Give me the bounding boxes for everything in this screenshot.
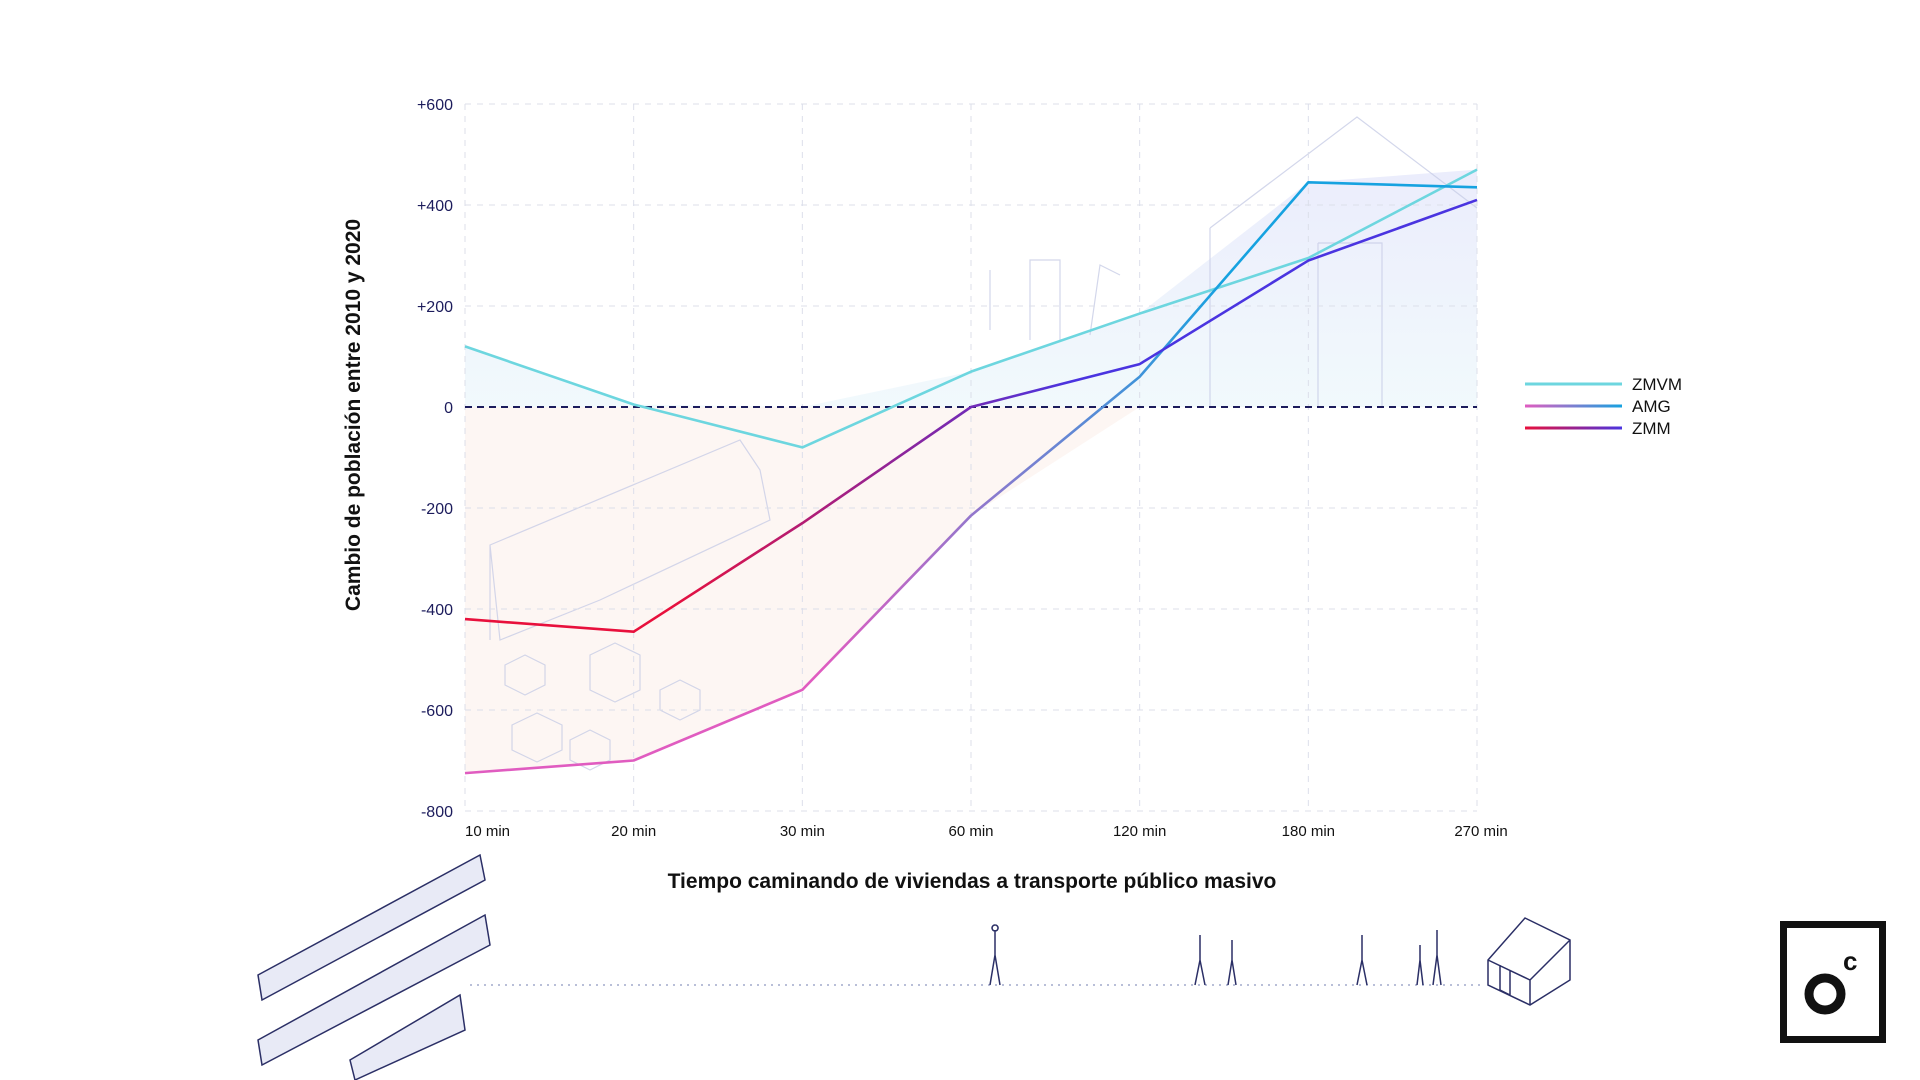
positive-area-fill bbox=[465, 169, 1477, 407]
y-tick-label: 0 bbox=[444, 400, 453, 417]
y-tick-label: +400 bbox=[417, 198, 453, 215]
legend-label-amg: AMG bbox=[1632, 397, 1671, 416]
transit-vehicles-icon bbox=[257, 853, 491, 1080]
y-tick-label: +200 bbox=[417, 299, 453, 316]
brand-logo: c bbox=[1780, 921, 1886, 1043]
x-tick-label: 60 min bbox=[948, 823, 993, 840]
x-tick-label: 20 min bbox=[611, 823, 656, 840]
x-tick-label: 180 min bbox=[1282, 823, 1335, 840]
y-tick-label: -400 bbox=[421, 602, 453, 619]
x-tick-label: 270 min bbox=[1454, 823, 1507, 840]
svg-text:c: c bbox=[1843, 946, 1857, 976]
y-axis-title: Cambio de población entre 2010 y 2020 bbox=[342, 219, 365, 611]
x-tick-label: 30 min bbox=[780, 823, 825, 840]
x-tick-label: 10 min bbox=[465, 823, 510, 840]
y-tick-label: -200 bbox=[421, 501, 453, 518]
house-icon bbox=[1487, 917, 1571, 1006]
background-illustrations bbox=[489, 116, 1478, 771]
truck-outline bbox=[489, 439, 771, 641]
legend-label-zmm: ZMM bbox=[1632, 419, 1671, 438]
x-axis-title: Tiempo caminando de viviendas a transpor… bbox=[668, 870, 1277, 893]
x-tick-label: 120 min bbox=[1113, 823, 1166, 840]
y-tick-label: -600 bbox=[421, 703, 453, 720]
legend-label-zmvm: ZMVM bbox=[1632, 375, 1682, 394]
pedestrians-icon bbox=[989, 924, 1442, 986]
legend: ZMVM AMG ZMM bbox=[1525, 375, 1682, 438]
box-icon bbox=[504, 642, 701, 771]
y-tick-label: +600 bbox=[417, 97, 453, 114]
house-outline bbox=[1209, 116, 1478, 406]
people-outline bbox=[989, 259, 1121, 340]
y-tick-label: -800 bbox=[421, 804, 453, 821]
negative-area-fill bbox=[465, 407, 1477, 774]
